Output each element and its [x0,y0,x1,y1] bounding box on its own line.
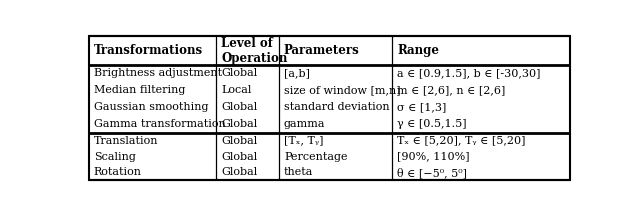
Text: Brightness adjustment: Brightness adjustment [94,68,222,78]
Text: [a,b]: [a,b] [284,68,310,78]
Text: σ ∈ [1,3]: σ ∈ [1,3] [397,102,446,112]
Text: Range: Range [397,44,439,57]
Text: [Tₓ, Tᵧ]: [Tₓ, Tᵧ] [284,136,323,146]
Text: θ ∈ [−5⁰, 5⁰]: θ ∈ [−5⁰, 5⁰] [397,167,467,178]
Text: size of window [m,n]: size of window [m,n] [284,85,401,95]
Text: gamma: gamma [284,119,325,129]
Text: [90%, 110%]: [90%, 110%] [397,152,470,162]
Text: standard deviation: standard deviation [284,102,390,112]
Text: Level of
Operation: Level of Operation [221,37,288,65]
Text: Tₓ ∈ [5,20], Tᵧ ∈ [5,20]: Tₓ ∈ [5,20], Tᵧ ∈ [5,20] [397,136,525,146]
Text: a ∈ [0.9,1.5], b ∈ [-30,30]: a ∈ [0.9,1.5], b ∈ [-30,30] [397,68,541,78]
Text: Median filtering: Median filtering [94,85,185,95]
Text: Global: Global [221,167,258,177]
Text: Global: Global [221,152,258,162]
Text: Global: Global [221,119,258,129]
Text: Global: Global [221,102,258,112]
Text: Parameters: Parameters [284,44,360,57]
Text: Transformations: Transformations [94,44,203,57]
Text: theta: theta [284,167,314,177]
Text: Global: Global [221,136,258,146]
Text: Gaussian smoothing: Gaussian smoothing [94,102,209,112]
Text: Rotation: Rotation [94,167,142,177]
Text: Gamma transformation: Gamma transformation [94,119,226,129]
Text: Local: Local [221,85,252,95]
Text: m ∈ [2,6], n ∈ [2,6]: m ∈ [2,6], n ∈ [2,6] [397,85,506,95]
Text: Scaling: Scaling [94,152,136,162]
Text: Percentage: Percentage [284,152,348,162]
Text: Global: Global [221,68,258,78]
Text: Translation: Translation [94,136,158,146]
Text: γ ∈ [0.5,1.5]: γ ∈ [0.5,1.5] [397,119,467,129]
